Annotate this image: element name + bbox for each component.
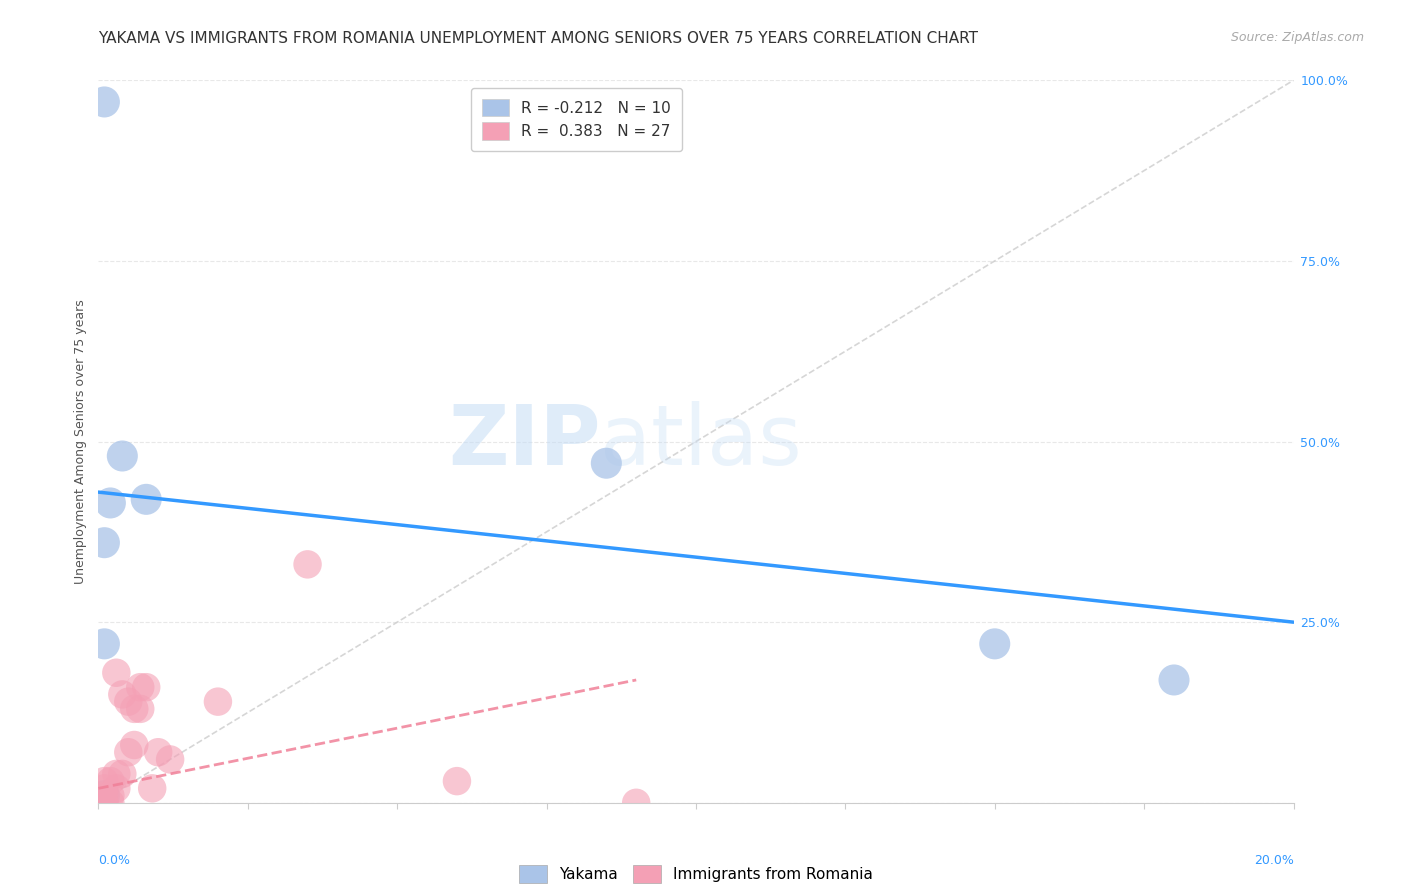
Point [159,752,181,766]
Point [1163,673,1185,687]
Point [129,680,152,694]
Point [297,558,319,572]
Point [984,637,1007,651]
Point [105,781,128,796]
Point [141,781,163,796]
Point [117,745,139,759]
Point [93,796,115,810]
Point [100,796,122,810]
Point [100,496,122,510]
Point [135,492,157,507]
Text: atlas: atlas [600,401,801,482]
Point [93,789,115,803]
Point [93,774,115,789]
Legend: Yakama, Immigrants from Romania: Yakama, Immigrants from Romania [513,859,879,889]
Text: YAKAMA VS IMMIGRANTS FROM ROMANIA UNEMPLOYMENT AMONG SENIORS OVER 75 YEARS CORRE: YAKAMA VS IMMIGRANTS FROM ROMANIA UNEMPL… [98,31,979,46]
Point [105,767,128,781]
Text: 20.0%: 20.0% [1254,855,1294,867]
Text: Source: ZipAtlas.com: Source: ZipAtlas.com [1230,31,1364,45]
Text: 0.0%: 0.0% [98,855,131,867]
Point [100,789,122,803]
Y-axis label: Unemployment Among Seniors over 75 years: Unemployment Among Seniors over 75 years [75,299,87,584]
Point [111,767,134,781]
Point [124,738,146,752]
Point [129,702,152,716]
Point [93,637,115,651]
Point [105,665,128,680]
Point [93,781,115,796]
Point [148,745,170,759]
Point [626,796,648,810]
Text: ZIP: ZIP [449,401,600,482]
Point [93,535,115,549]
Point [446,774,468,789]
Point [93,95,115,109]
Point [111,687,134,701]
Point [117,695,139,709]
Point [124,702,146,716]
Point [595,456,617,470]
Point [111,449,134,463]
Point [135,680,157,694]
Point [93,796,115,810]
Point [100,774,122,789]
Point [93,789,115,803]
Point [207,695,229,709]
